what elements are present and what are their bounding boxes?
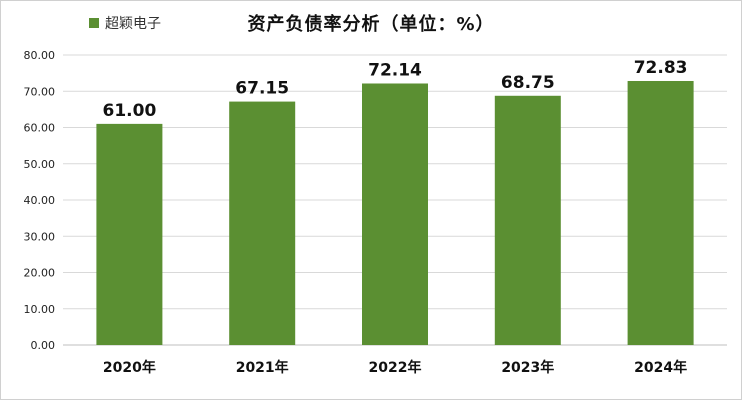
y-tick-label: 60.00 (24, 122, 56, 135)
x-tick-label: 2021年 (236, 359, 289, 376)
y-tick-label: 50.00 (24, 158, 56, 171)
y-tick-label: 80.00 (24, 49, 56, 62)
y-tick-label: 40.00 (24, 194, 56, 207)
x-tick-label: 2024年 (634, 359, 687, 376)
y-tick-label: 30.00 (24, 230, 56, 243)
x-tick-label: 2020年 (103, 359, 156, 376)
data-label: 61.00 (103, 101, 157, 121)
data-label: 67.15 (235, 79, 289, 99)
data-label: 72.14 (368, 60, 422, 80)
bar (229, 101, 296, 345)
legend-swatch (89, 18, 99, 28)
chart-title: 资产负债率分析（单位：%） (247, 14, 495, 35)
legend-label: 超颖电子 (105, 16, 161, 32)
y-tick-label: 10.00 (24, 303, 56, 316)
bar (96, 123, 163, 345)
x-tick-label: 2022年 (369, 359, 422, 376)
data-label: 72.83 (634, 58, 688, 78)
bar (494, 95, 561, 345)
bar (627, 80, 694, 346)
y-tick-label: 70.00 (24, 85, 56, 98)
y-tick-label: 20.00 (24, 267, 56, 280)
data-label: 68.75 (501, 73, 555, 93)
chart-legend: 超颖电子 (89, 13, 161, 33)
y-tick-label: 0.00 (31, 339, 56, 352)
bar (362, 83, 428, 346)
x-tick-label: 2023年 (501, 359, 554, 376)
